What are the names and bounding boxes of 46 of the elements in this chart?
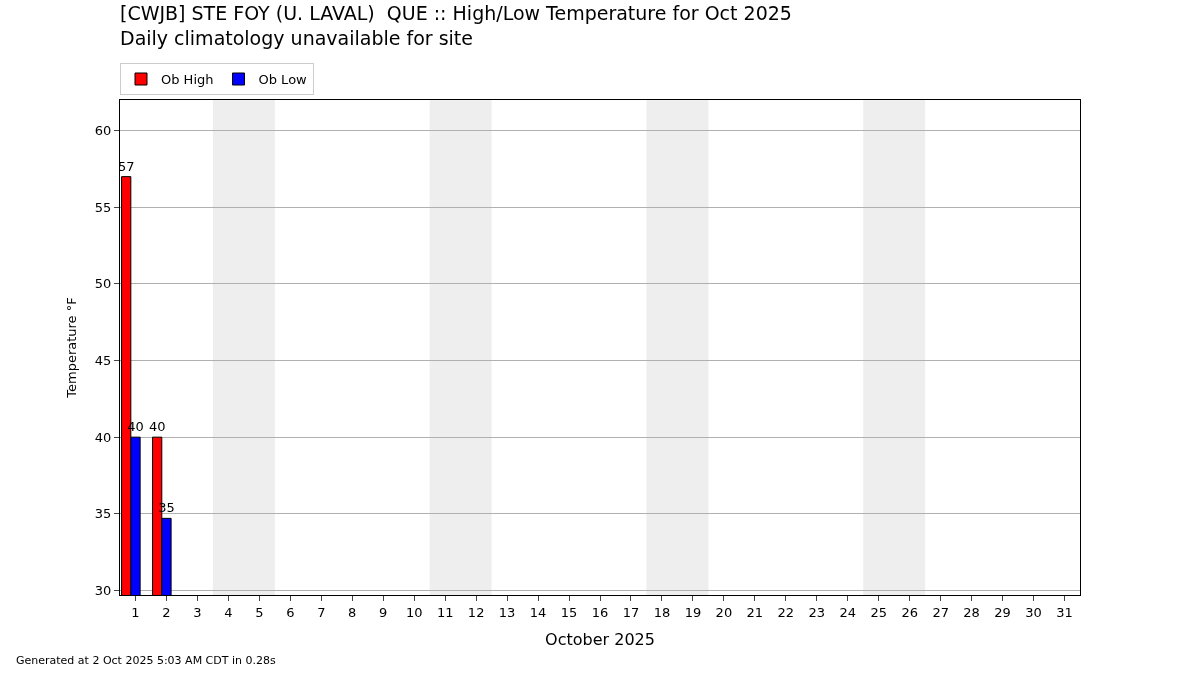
x-tick-label: 18	[653, 604, 671, 620]
x-tick-label: 27	[932, 604, 949, 620]
x-tick-label: 25	[870, 604, 887, 620]
x-tick-label: 17	[622, 604, 640, 620]
x-tick-label: 23	[808, 604, 826, 620]
data-label: 40	[148, 419, 166, 435]
x-tick-label: 29	[994, 604, 1011, 620]
x-tick-label: 14	[529, 604, 547, 620]
x-tick-label: 13	[498, 604, 516, 620]
x-axis-title: October 2025	[545, 630, 655, 650]
x-tick-label: 4	[224, 604, 233, 620]
x-tick-label: 26	[901, 604, 918, 620]
y-tick-label: 45	[94, 353, 112, 369]
y-tick-label: 35	[94, 506, 112, 522]
x-tick-label: 6	[286, 604, 295, 620]
y-tick-label: 40	[94, 429, 112, 445]
chart-subtitle: Daily climatology unavailable for site	[120, 26, 473, 49]
x-tick-label: 31	[1056, 604, 1073, 620]
y-tick-label: 30	[94, 582, 112, 598]
x-tick-label: 15	[560, 604, 578, 620]
legend-label: Ob Low	[258, 72, 308, 88]
x-tick-label: 24	[839, 604, 857, 620]
chart-title: [CWJB] STE FOY (U. LAVAL) QUE :: High/Low Temperature for Oct 2025	[120, 2, 792, 25]
x-tick-label: 10	[405, 604, 423, 620]
legend-label: Ob High	[161, 72, 214, 88]
x-tick-label: 30	[1025, 604, 1042, 620]
x-tick-label: 16	[591, 604, 609, 620]
text: Generated at 2 Oct 2025 5:03 AM CDT in 0.28s	[16, 654, 276, 667]
x-tick-label: 5	[255, 604, 264, 620]
x-tick-label: 12	[467, 604, 485, 620]
y-tick-label: 55	[94, 199, 112, 215]
x-tick-label: 2	[162, 604, 171, 620]
x-tick-label: 1	[131, 604, 140, 620]
y-axis-title: Temperature °F	[63, 297, 79, 399]
x-tick-label: 8	[348, 604, 357, 620]
x-tick-label: 19	[684, 604, 702, 620]
x-tick-label: 21	[746, 604, 764, 620]
x-tick-label: 28	[963, 604, 980, 620]
y-tick-label: 50	[94, 276, 112, 292]
x-tick-label: 11	[436, 604, 454, 620]
x-tick-label: 7	[317, 604, 326, 620]
x-tick-label: 22	[777, 604, 795, 620]
y-tick-label: 60	[94, 123, 112, 139]
x-tick-label: 20	[715, 604, 733, 620]
x-tick-label: 9	[379, 604, 388, 620]
x-tick-label: 3	[193, 604, 202, 620]
